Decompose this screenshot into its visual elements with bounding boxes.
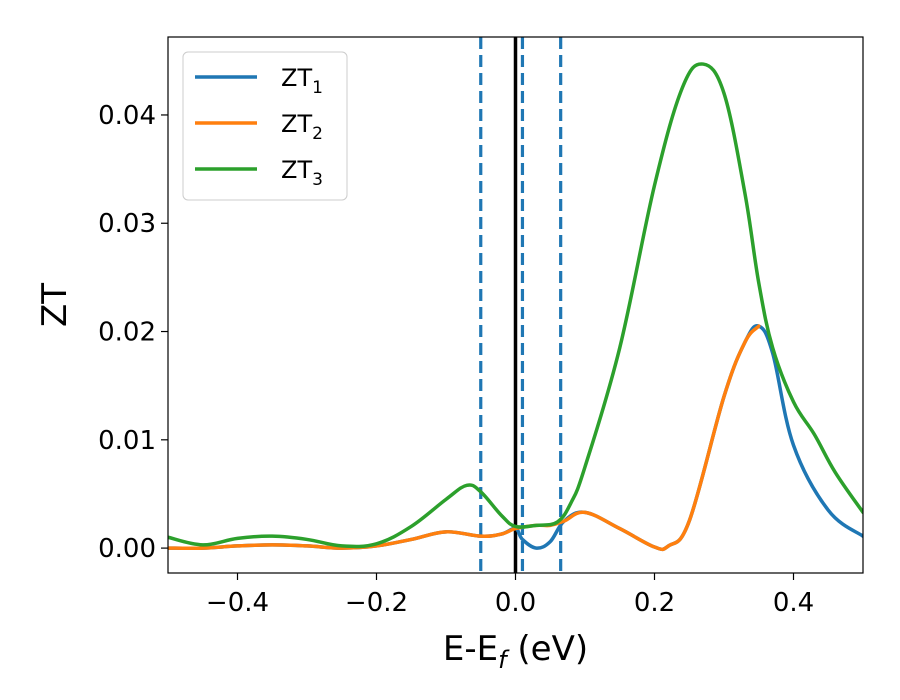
y-tick-label: 0.02 bbox=[98, 318, 156, 348]
series-lines bbox=[168, 62, 863, 552]
x-axis-ticks: −0.4 −0.2 0.0 0.2 0.4 bbox=[206, 573, 814, 618]
series-line-zt3 bbox=[168, 62, 863, 549]
legend: ZT1 ZT2 ZT3 bbox=[182, 51, 348, 201]
x-tick-label: 0.0 bbox=[495, 588, 536, 618]
y-tick-label: 0.00 bbox=[98, 534, 156, 564]
legend-box bbox=[182, 51, 348, 201]
vertical-lines bbox=[479, 37, 563, 573]
legend-label-zt2: ZT2 bbox=[281, 110, 323, 144]
x-tick-label: −0.2 bbox=[345, 588, 408, 618]
y-tick-label: 0.03 bbox=[98, 209, 156, 239]
legend-label-zt3: ZT3 bbox=[281, 156, 323, 190]
y-tick-label: 0.01 bbox=[98, 426, 156, 456]
x-tick-label: 0.4 bbox=[773, 588, 814, 618]
x-tick-label: −0.4 bbox=[206, 588, 269, 618]
y-tick-label: 0.04 bbox=[98, 101, 156, 131]
x-tick-label: 0.2 bbox=[634, 588, 675, 618]
series-line-zt2 bbox=[168, 324, 761, 552]
x-axis-title: E-Ef (eV) bbox=[443, 629, 588, 674]
legend-label-zt1: ZT1 bbox=[281, 64, 323, 98]
y-axis-title: ZT bbox=[35, 283, 75, 327]
y-axis-ticks: 0.00 0.01 0.02 0.03 0.04 bbox=[98, 101, 168, 564]
